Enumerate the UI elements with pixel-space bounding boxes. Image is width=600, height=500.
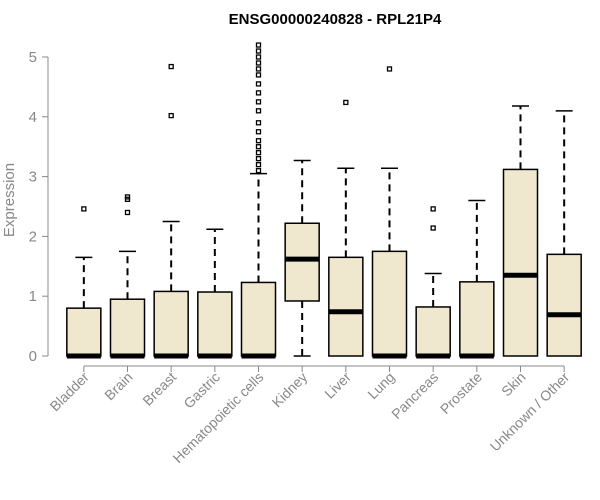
box-group [459,199,495,359]
y-tick-label: 4 [29,109,37,126]
x-tick-label: Pancreas [388,369,441,422]
x-tick-label: Bladder [47,369,93,415]
y-tick-label: 5 [29,49,37,66]
box-group [284,159,320,357]
y-tick-label: 1 [29,288,37,305]
box-group [502,105,539,357]
outlier-point [124,194,131,200]
outlier-point [255,60,262,66]
box-group [328,99,364,357]
outlier-point [124,209,131,216]
box [459,281,495,357]
y-axis-label: Expression [1,163,18,237]
outlier-point [255,156,262,162]
outlier-point [255,144,262,150]
box-group [546,110,582,357]
x-tick-label: Liver [321,369,354,402]
outlier-point [255,90,262,96]
box [153,290,189,357]
boxes [66,42,582,359]
outlier-point [255,150,262,156]
outlier-point [255,167,262,174]
outlier-point [255,99,262,105]
outlier-point [255,42,262,48]
y-axis: 0 1 2 3 4 5 [29,49,49,365]
box-group [153,63,189,359]
outlier-point [168,63,174,70]
x-tick-label: Gastric [180,369,223,412]
box-group [240,42,277,359]
outlier-point [255,81,262,87]
box [240,281,277,357]
box-group [109,194,146,359]
outlier-point [255,54,262,60]
box [546,253,582,357]
x-tick-label: Breast [139,369,179,409]
box [502,168,539,357]
box [66,307,102,357]
outlier-point [255,66,262,72]
outlier-point [343,99,349,106]
box [415,306,451,357]
outlier-point [255,120,262,126]
outlier-point [255,108,262,114]
x-tick-label: Skin [498,369,529,400]
box-group [197,228,233,359]
outlier-point [255,161,262,168]
y-tick-label: 3 [29,169,37,186]
outlier-point [430,225,436,231]
outlier-point [81,206,87,212]
x-tick-label: Kidney [269,369,311,411]
box [197,291,233,357]
outlier-point [430,206,436,212]
x-tick-label: Lung [364,369,397,402]
chart-title: ENSG00000240828 - RPL21P4 [229,11,442,28]
box [284,222,320,302]
box-group [415,206,451,359]
x-tick-label: Prostate [437,369,485,417]
outlier-point [255,129,262,135]
box-group [371,66,408,359]
x-tick-label: Unknown / Other [487,369,573,455]
box-group [66,206,102,359]
outlier-point [386,66,393,72]
outlier-point [255,48,262,54]
box [371,250,408,357]
box [328,256,364,357]
y-tick-label: 0 [29,348,37,365]
y-tick-label: 2 [29,228,37,245]
x-tick-label: Brain [101,369,135,403]
outlier-point [168,112,174,119]
box [109,298,146,357]
outlier-point [255,72,262,78]
outlier-point [255,138,262,144]
